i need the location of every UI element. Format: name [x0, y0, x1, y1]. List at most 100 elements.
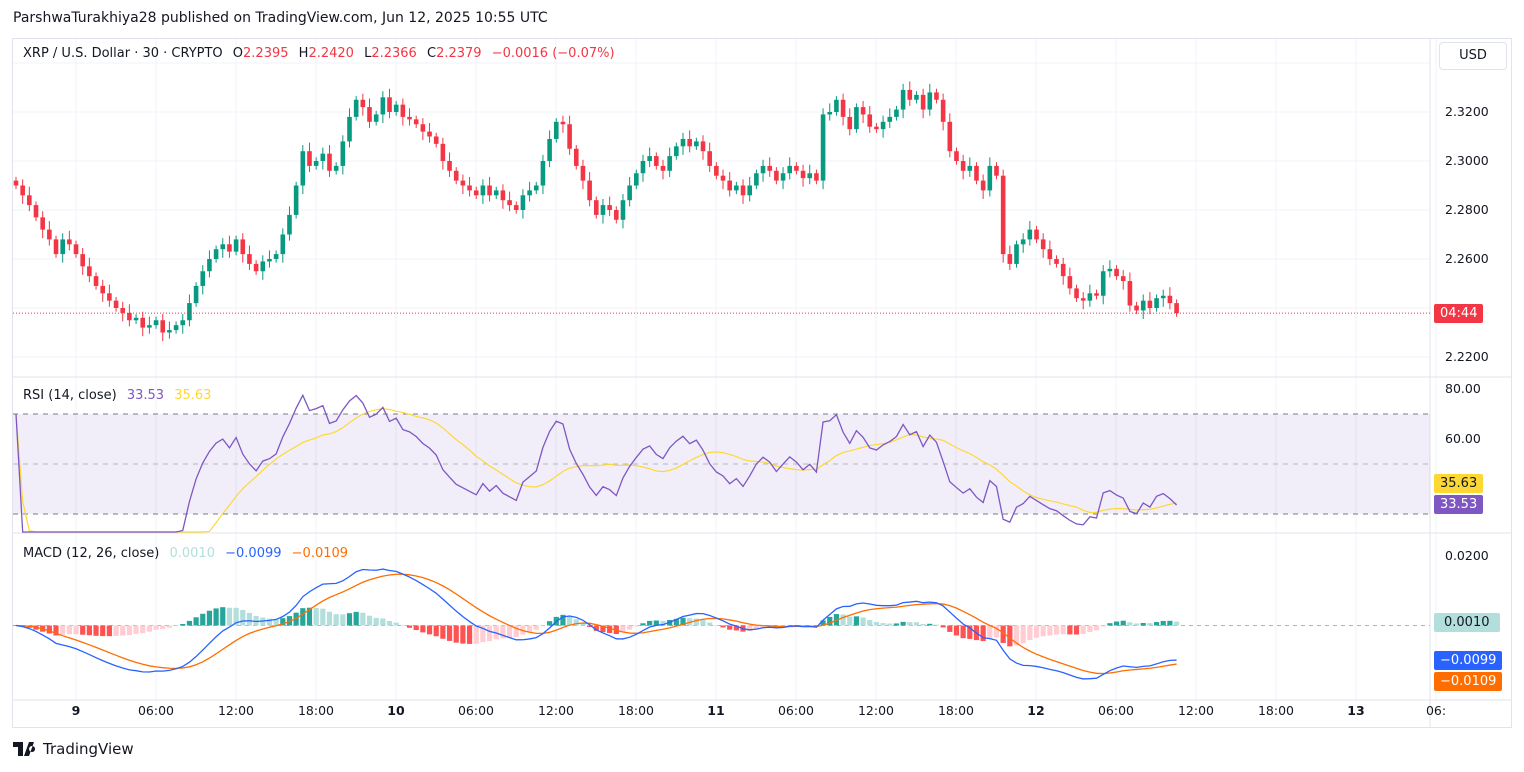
candle-body [460, 180, 466, 186]
candle-body [827, 112, 833, 115]
candle-body [1047, 249, 1053, 259]
macd-histogram-bar [200, 613, 206, 626]
candle-body [1120, 276, 1126, 282]
macd-histogram-bar [1007, 625, 1013, 647]
candle-body [780, 173, 786, 181]
candle-body [153, 320, 159, 326]
candle-body [847, 116, 853, 130]
macd-histogram-bar [253, 616, 259, 626]
candle-body [967, 165, 973, 171]
time-tick-label: 12 [1027, 703, 1044, 718]
macd-histogram-bar [693, 618, 699, 626]
candle-body [667, 156, 672, 171]
macd-histogram-bar [1113, 621, 1120, 626]
macd-histogram-bar [333, 614, 339, 626]
candle-body [213, 249, 219, 259]
candle-body [300, 151, 306, 186]
candle-body [640, 161, 646, 174]
candle-body [1074, 288, 1079, 299]
currency-button[interactable]: USD [1439, 42, 1507, 70]
candle-body [540, 161, 546, 186]
candle-body [627, 185, 632, 201]
countdown-tag: 04:44 [1434, 304, 1484, 323]
candle-body [1154, 298, 1159, 308]
candle-body [133, 317, 139, 321]
macd-histogram-bar [533, 625, 539, 630]
candle-body [380, 97, 386, 115]
macd-histogram-bar [366, 615, 373, 626]
macd-histogram-bar [760, 625, 766, 628]
high-value: 2.2420 [308, 46, 354, 61]
time-tick-label: 12:00 [1178, 703, 1214, 718]
macd-histogram-bar [206, 610, 213, 626]
macd-histogram-bar [1080, 625, 1086, 634]
candle-body [180, 320, 186, 326]
macd-histogram-bar [373, 617, 379, 626]
candle-body [193, 285, 199, 304]
candle-body [233, 239, 239, 252]
candle-body [267, 259, 272, 262]
macd-histogram-bar [1133, 623, 1140, 626]
candle-body [207, 259, 212, 272]
candle-body [73, 244, 79, 255]
candle-body [980, 180, 986, 191]
candle-body [1174, 303, 1179, 314]
macd-histogram-bar [647, 620, 653, 626]
candle-body [47, 229, 52, 240]
macd-histogram-bar [386, 620, 393, 626]
time-tick-label: 18:00 [618, 703, 654, 718]
candle-body [27, 195, 32, 206]
macd-histogram-bar [653, 620, 659, 626]
candle-body [727, 180, 732, 191]
tradingview-logo[interactable]: TradingView [13, 740, 134, 758]
macd-histogram-bar [580, 622, 586, 626]
macd-histogram-bar [93, 625, 99, 636]
candle-body [480, 185, 486, 196]
candle-body [720, 175, 726, 181]
macd-histogram-bar [1167, 620, 1173, 626]
candle-body [187, 303, 192, 321]
candle-body [407, 116, 412, 120]
candle-body [814, 173, 819, 181]
candle-body [427, 131, 432, 137]
candle-body [240, 239, 246, 255]
macd-histogram-bar [460, 625, 466, 644]
price-tick-label: 2.2600 [1445, 251, 1489, 266]
candle-body [313, 161, 319, 166]
macd-line [15, 568, 1177, 680]
candle-body [347, 116, 352, 142]
macd-histogram-bar [473, 625, 479, 644]
candle-body [767, 165, 773, 171]
change-value: −0.0016 (−0.07%) [491, 46, 615, 61]
macd-histogram-bar [466, 625, 473, 644]
candle-body [687, 138, 692, 147]
macd-histogram-bar [280, 618, 286, 626]
macd-histogram-bar [1027, 625, 1033, 640]
macd-histogram-bar [146, 625, 152, 632]
macd-histogram-bar [927, 623, 933, 626]
macd-histogram-bar [840, 614, 846, 626]
macd-histogram-bar [413, 625, 419, 631]
candle-body [1020, 239, 1026, 245]
macd-histogram-bar [700, 619, 706, 626]
macd-hist-tag: 0.0010 [1434, 613, 1500, 632]
price-tick-label: 2.2200 [1445, 349, 1489, 364]
candle-body [167, 330, 172, 333]
macd-histogram-bar [967, 625, 973, 639]
candle-body [13, 180, 19, 186]
macd-histogram-bar [220, 607, 226, 626]
macd-histogram-bar [787, 625, 793, 626]
macd-histogram-bar [1173, 621, 1180, 626]
macd-histogram-bar [873, 622, 880, 626]
candle-body [820, 114, 826, 181]
candle-body [140, 317, 146, 328]
candle-body [227, 244, 232, 252]
candle-body [734, 185, 739, 191]
rsi-ma-tag: 35.63 [1434, 474, 1484, 493]
macd-histogram-bar [80, 625, 86, 635]
macd-histogram-bar [133, 625, 139, 634]
rsi-ma-line [15, 408, 1177, 533]
candle-body [694, 141, 699, 147]
candle-body [914, 94, 919, 100]
